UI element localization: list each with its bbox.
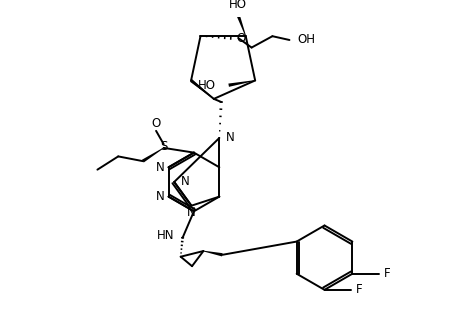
Text: HN: HN: [156, 229, 174, 242]
Text: N: N: [181, 175, 189, 188]
Text: O: O: [151, 117, 160, 130]
Polygon shape: [190, 79, 213, 99]
Text: F: F: [355, 283, 362, 296]
Text: OH: OH: [296, 33, 314, 46]
Text: N: N: [187, 206, 195, 219]
Polygon shape: [236, 15, 246, 36]
Text: N: N: [156, 190, 164, 203]
Polygon shape: [228, 80, 255, 87]
Text: N: N: [156, 161, 164, 174]
Polygon shape: [142, 147, 163, 163]
Text: O: O: [236, 32, 245, 44]
Text: N: N: [226, 131, 234, 145]
Text: HO: HO: [229, 0, 247, 11]
Polygon shape: [203, 251, 222, 256]
Text: HO: HO: [197, 79, 215, 92]
Text: S: S: [160, 140, 167, 154]
Text: F: F: [383, 267, 389, 280]
